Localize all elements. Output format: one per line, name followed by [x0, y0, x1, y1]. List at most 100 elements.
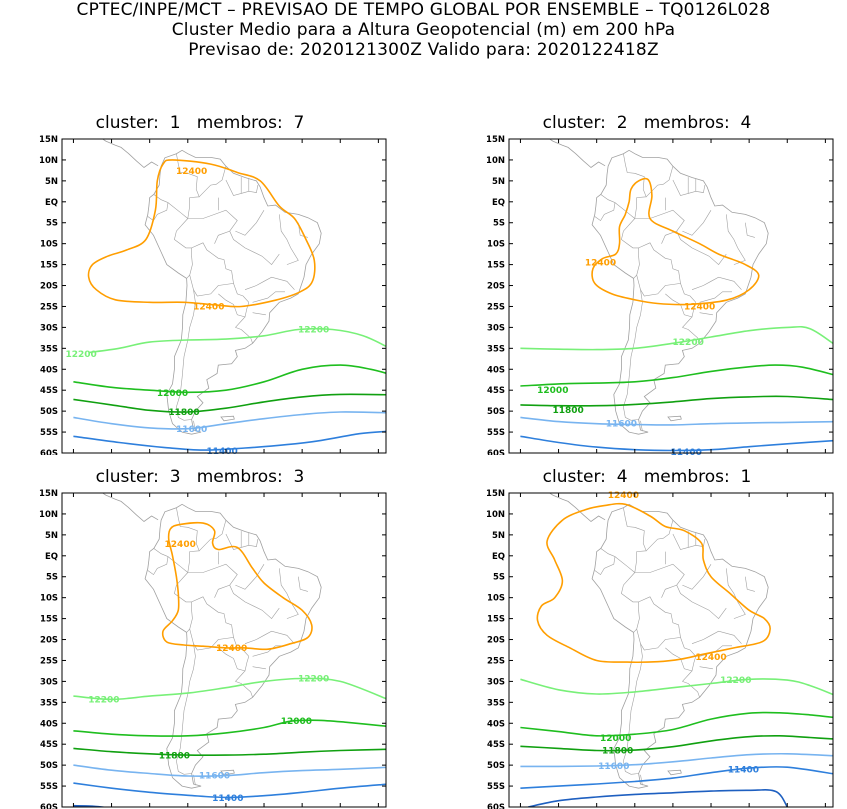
- contour-line-12200: [520, 678, 833, 696]
- country-border: [225, 179, 259, 196]
- lat-tick-label: 55S: [487, 782, 505, 792]
- country-border: [218, 293, 250, 318]
- lat-tick-label: 10S: [40, 240, 58, 250]
- map-layer: [520, 139, 833, 452]
- contour-label: 12200: [673, 338, 704, 348]
- lat-tick-label: 5S: [46, 219, 58, 229]
- lat-tick-label: 10S: [487, 240, 505, 250]
- lat-tick-label: 25S: [487, 303, 505, 313]
- country-border: [623, 289, 643, 421]
- country-border: [244, 630, 295, 644]
- lat-tick-label: 40S: [40, 719, 58, 729]
- contour-line-12000: [73, 719, 386, 737]
- country-border: [623, 153, 647, 219]
- country-border: [672, 179, 706, 196]
- country-border: [665, 293, 697, 318]
- lat-tick-label: 15S: [487, 261, 505, 271]
- country-border: [699, 666, 713, 670]
- contour-line-11200: [527, 789, 788, 807]
- contour-label: 11400: [728, 765, 759, 775]
- country-border: [672, 533, 706, 550]
- country-border: [235, 681, 253, 698]
- lat-tick-label: 15S: [40, 261, 58, 271]
- contour-label: 12400: [165, 540, 196, 550]
- caribbean-coastline: [583, 493, 585, 494]
- lat-tick-label: 10N: [486, 510, 505, 520]
- country-border: [665, 647, 697, 672]
- lat-tick-label: 15N: [486, 135, 505, 145]
- country-border: [745, 576, 755, 592]
- lat-tick-label: 45S: [487, 386, 505, 396]
- country-border: [623, 643, 643, 775]
- country-border: [640, 420, 643, 432]
- contour-label: 12400: [193, 303, 224, 313]
- lat-tick-label: EQ: [45, 198, 58, 208]
- country-border: [176, 643, 196, 775]
- lat-tick-label: 5S: [493, 219, 505, 229]
- lat-tick-label: EQ: [492, 198, 505, 208]
- country-border: [636, 596, 681, 651]
- contour-label: 12400: [608, 491, 639, 501]
- header-line-2: Cluster Medio para a Altura Geopotencial…: [171, 20, 676, 40]
- country-border: [726, 214, 746, 265]
- lat-tick-label: 5N: [492, 531, 505, 541]
- lat-tick-label: 35S: [40, 344, 58, 354]
- contour-label: 11600: [598, 762, 629, 772]
- country-border: [614, 556, 635, 573]
- country-border: [745, 222, 755, 238]
- country-border: [682, 327, 700, 344]
- country-border: [198, 166, 227, 198]
- south-america-coastline: [144, 503, 322, 789]
- lat-tick-label: 20S: [40, 282, 58, 292]
- contour-line-11400: [73, 430, 386, 451]
- contour-line-12200: [88, 327, 386, 354]
- central-america-coastline: [548, 493, 606, 523]
- lat-tick-label: 25S: [487, 657, 505, 667]
- country-border: [218, 647, 250, 672]
- lat-tick-label: 60S: [487, 449, 505, 455]
- lat-tick-label: 30S: [487, 677, 505, 687]
- contour-line-11600: [73, 411, 386, 430]
- map-panel-1: cluster: 1 membros: 7 12400 12400 12200 122…: [0, 113, 400, 455]
- country-border: [167, 556, 188, 573]
- country-border: [682, 316, 693, 328]
- country-border: [147, 194, 169, 222]
- panel-title: cluster: 3 membros: 3: [95, 467, 305, 487]
- panel-title: cluster: 2 membros: 4: [542, 113, 752, 133]
- lat-tick-label: 30S: [40, 323, 58, 333]
- country-border: [176, 289, 196, 421]
- lat-tick-label: 20S: [487, 282, 505, 292]
- country-border: [244, 276, 295, 290]
- header-line-1: CPTEC/INPE/MCT – PREVISAO DE TEMPO GLOBA…: [76, 0, 771, 20]
- lat-tick-label: 40S: [487, 719, 505, 729]
- contour-label: 11800: [168, 408, 199, 418]
- country-border: [623, 507, 647, 573]
- contour-line-12000: [520, 711, 833, 737]
- lat-tick-label: 25S: [40, 657, 58, 667]
- contour-label: 12200: [720, 676, 751, 686]
- country-border: [193, 420, 196, 432]
- contour-line-12400: [591, 177, 760, 306]
- country-border: [676, 584, 727, 620]
- contour-label: 11400: [212, 794, 243, 804]
- south-america-coastline: [144, 149, 322, 435]
- contour-line-12200: [73, 677, 386, 701]
- plot-frame: [508, 138, 834, 454]
- lat-tick-label: 20S: [40, 636, 58, 646]
- lat-tick-label: 30S: [487, 323, 505, 333]
- map-panel-2: cluster: 2 membros: 4 12400 12400 12200 120…: [447, 113, 847, 455]
- country-border: [235, 327, 253, 344]
- contour-label: 12200: [298, 326, 329, 336]
- country-border: [167, 202, 188, 219]
- country-border: [229, 584, 280, 620]
- country-border: [699, 312, 713, 316]
- contour-line-12000: [520, 364, 833, 387]
- contour-line-12400: [161, 521, 313, 651]
- country-border: [189, 596, 234, 651]
- lat-tick-label: 10S: [40, 594, 58, 604]
- caribbean-coastline: [583, 139, 585, 140]
- country-border: [279, 568, 299, 619]
- contour-label: 11800: [602, 747, 633, 757]
- country-border: [235, 316, 246, 328]
- country-border: [189, 242, 234, 297]
